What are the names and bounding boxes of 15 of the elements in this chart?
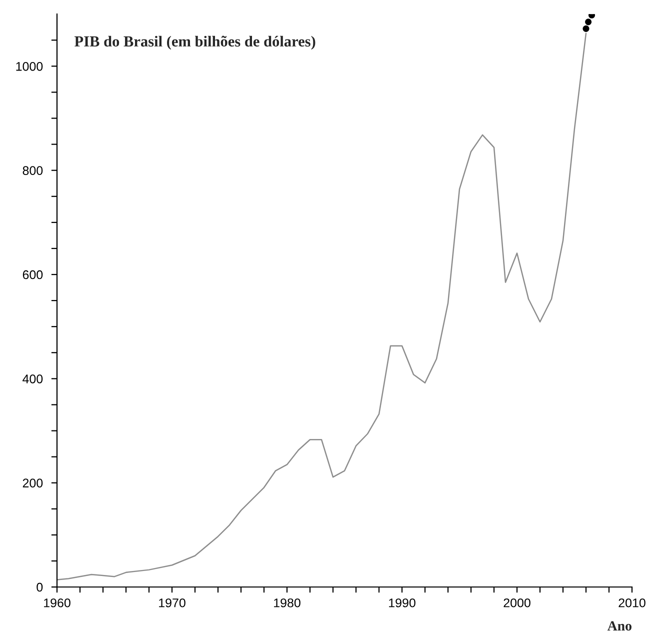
y-tick-label: 800 [22,166,43,175]
x-tick-label: 1980 [274,598,300,608]
x-axis-title: Ano [607,621,632,631]
y-tick-label: 1000 [16,62,43,71]
line-series [57,32,587,580]
text: PIB do Brasil (em bilhões de dólares) [74,36,316,50]
x-tick-label: 1970 [159,598,186,608]
x-tick-label: 2000 [504,598,530,608]
y-tick-label: 400 [22,374,43,384]
y-tick-label: 200 [22,478,43,488]
y-tick-label: 600 [22,270,43,280]
x-tick-label: 1960 [44,598,70,608]
x-tick-label: 2010 [618,598,646,608]
y-tick-label: 0 [36,582,43,592]
x-tick-label: 1990 [389,598,416,608]
